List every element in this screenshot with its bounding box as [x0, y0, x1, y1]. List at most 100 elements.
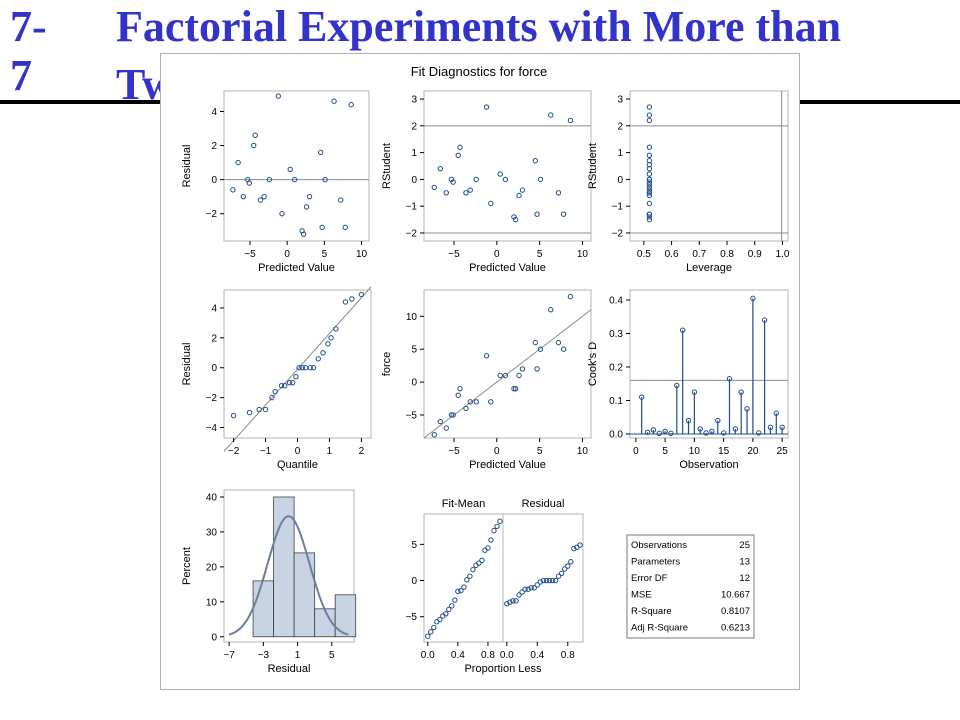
fit-stat-label: R-Square [631, 606, 672, 617]
force-vs-predicted-x-axis-label: Predicted Value [469, 459, 546, 471]
cooks-d-point [685, 417, 692, 424]
residual-vs-predicted-point [319, 224, 325, 231]
rstudent-vs-predicted-y-tick-label: −2 [406, 228, 418, 239]
residual-qq-y-axis-label: Residual [181, 343, 193, 386]
residual-spread-point [534, 582, 540, 588]
force-vs-predicted-x-tick-label: 0 [494, 446, 500, 457]
residual-spread-plot-frame [502, 513, 584, 643]
force-vs-predicted-point [431, 432, 437, 438]
fit-stat-value: 0.6213 [721, 623, 750, 634]
fit-stat-value: 12 [739, 573, 750, 584]
residual-spread-point [510, 598, 516, 604]
residual-qq-y-tick-label: −4 [206, 423, 218, 434]
force-vs-predicted-point [537, 346, 544, 352]
cooks-d-x-tick-label: 20 [747, 446, 759, 457]
rstudent-vs-leverage-point [646, 200, 653, 207]
residual-vs-predicted-point [266, 176, 273, 183]
force-vs-predicted-point [548, 307, 554, 313]
rstudent-vs-leverage-point [646, 152, 653, 158]
residual-vs-predicted-point [251, 142, 257, 149]
residual-spread-point [565, 563, 571, 569]
fit-stat-value: 10.667 [721, 590, 750, 601]
residual-vs-predicted-x-tick-label: 5 [322, 249, 328, 260]
fit-statistics-table [626, 534, 755, 639]
force-vs-predicted-point [519, 366, 526, 372]
residual-vs-predicted-point [257, 197, 264, 203]
rstudent-vs-leverage-y-axis-label: RStudent [587, 143, 599, 189]
rstudent-vs-predicted-x-tick-label: 10 [577, 249, 589, 260]
residual-spread-point [537, 579, 544, 585]
rstudent-vs-leverage-point [646, 144, 653, 150]
residual-vs-predicted-point [338, 197, 344, 203]
cooks-d-y-tick-label: 0.2 [609, 363, 623, 374]
residual-vs-predicted-x-tick-label: 0 [284, 249, 290, 260]
residual-qq-point [272, 388, 278, 395]
residual-spread-point [543, 577, 550, 584]
residual-qq-point [262, 406, 269, 413]
residual-qq-x-tick-label: 0 [295, 446, 301, 457]
panel-title: Fit Diagnostics for force [411, 64, 548, 79]
residual-qq-point [246, 409, 253, 416]
cooks-d-point [779, 424, 785, 430]
rstudent-vs-predicted-point [467, 187, 473, 193]
fit-stat-value: 0.8107 [721, 606, 750, 617]
residual-qq-x-tick-label: 2 [359, 446, 365, 457]
cooks-d-point [703, 430, 709, 436]
rstudent-vs-predicted-point [450, 179, 456, 185]
residual-spread-point [571, 546, 577, 552]
force-vs-predicted-point [455, 392, 461, 398]
residual-vs-predicted-point [252, 132, 258, 139]
fit-mean-point [479, 557, 485, 563]
residual-vs-predicted-point [300, 231, 307, 237]
residual-spread-point [513, 598, 519, 604]
residual-qq-point [358, 291, 365, 298]
residual-vs-predicted-x-tick-label: 10 [356, 249, 368, 260]
cooks-d-point [709, 428, 715, 435]
rstudent-vs-leverage-y-tick-label: 1 [617, 148, 623, 159]
rstudent-vs-predicted-y-tick-label: 0 [411, 175, 417, 186]
force-vs-predicted-point [463, 405, 469, 412]
cooks-d-point [697, 426, 703, 432]
residual-vs-predicted-y-axis-label: Residual [181, 145, 193, 188]
rstudent-vs-predicted-point [473, 176, 479, 183]
residual-qq-point [282, 382, 288, 389]
force-vs-predicted-y-tick-label: 10 [406, 312, 418, 323]
residual-vs-predicted-point [322, 176, 328, 183]
fit-mean-point [452, 597, 458, 603]
rstudent-vs-predicted-point [555, 190, 562, 196]
force-vs-predicted-point [488, 399, 494, 405]
fit-mean-plot-frame [423, 513, 504, 643]
residual-vs-predicted-point [306, 193, 313, 200]
rstudent-vs-leverage-point [646, 161, 653, 168]
rstudent-vs-predicted-point [483, 104, 490, 110]
residual-vs-predicted-x-tick-label: −5 [244, 249, 256, 260]
cooks-d-y-axis-label: Cook's D [587, 342, 599, 386]
rstudent-vs-leverage-point [646, 104, 653, 110]
rstudent-vs-predicted-x-tick-label: 5 [537, 249, 543, 260]
fit-mean-point [437, 616, 443, 623]
fit-mean-y-tick-label: −5 [406, 612, 418, 623]
residual-qq-x-tick-label: −2 [228, 446, 240, 457]
rstudent-vs-leverage-y-tick-label: 3 [617, 95, 623, 106]
rstudent-vs-leverage-x-tick-label: 0.7 [692, 249, 706, 260]
rstudent-vs-predicted-point [497, 171, 503, 177]
rstudent-vs-predicted-plot-frame [423, 90, 592, 242]
rstudent-vs-leverage-point [646, 182, 653, 188]
fit-mean-x-tick-label: 0.0 [421, 650, 435, 661]
rstudent-vs-predicted-y-tick-label: 2 [411, 121, 417, 132]
fit-stat-label: Adj R-Square [631, 623, 688, 634]
force-vs-predicted-point [437, 418, 443, 425]
rstudent-vs-leverage-point [646, 187, 653, 193]
rstudent-vs-predicted-point [548, 112, 554, 118]
fit-mean-point [458, 587, 464, 594]
fit-mean-point [467, 573, 473, 579]
rstudent-vs-leverage-point [646, 171, 653, 177]
fit-diagnostics-svg: Fit Diagnostics for force −5 0 5 10Predicte… [181, 64, 790, 675]
residual-spread-point [555, 573, 562, 579]
force-vs-predicted-point [567, 293, 574, 300]
residual-spread-point [558, 570, 565, 576]
cooks-d-point [644, 429, 651, 436]
residual-histogram-y-tick-label: 40 [206, 492, 218, 503]
residual-vs-predicted-point [317, 149, 324, 156]
residual-histogram-y-tick-label: 20 [206, 562, 218, 573]
